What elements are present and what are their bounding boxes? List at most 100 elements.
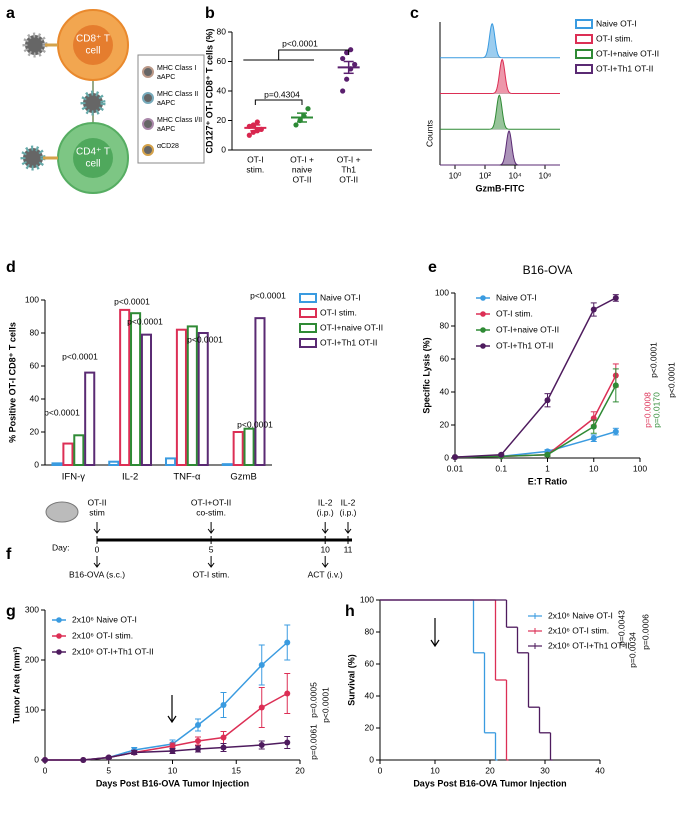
x-tick-label: 0.01 <box>447 463 464 473</box>
arrow <box>93 556 101 568</box>
p-value: p<0.0001 <box>237 419 273 429</box>
y-tick-label: 0 <box>221 144 226 154</box>
data-point <box>544 451 551 458</box>
legend-label: MHC Class I/II <box>157 117 202 124</box>
data-point <box>220 734 227 741</box>
x-tick-label: 1 <box>545 463 550 473</box>
arrow <box>321 522 329 534</box>
bar <box>119 308 131 466</box>
bar <box>221 463 233 466</box>
p-value: p<0.0001 <box>250 290 286 300</box>
legend-label: OT-I+Th1 OT-II <box>596 63 653 73</box>
x-tick-label: 40 <box>595 765 605 775</box>
data-point <box>169 748 176 754</box>
event-label: ACT (i.v.) <box>308 569 343 579</box>
data-point <box>284 639 291 646</box>
y-tick-label: 200 <box>25 654 39 664</box>
y-tick-label: 40 <box>365 690 375 700</box>
data-point <box>452 454 458 461</box>
legend-icon <box>142 66 154 78</box>
data-point <box>612 294 619 301</box>
cell-label: cell <box>85 159 100 170</box>
series-line <box>45 692 288 761</box>
y-tick-label: 0 <box>34 459 39 469</box>
data-point <box>258 704 265 711</box>
data-point <box>590 435 597 442</box>
arrow <box>167 695 177 724</box>
arrow <box>344 522 352 534</box>
y-tick-label: 40 <box>440 386 450 396</box>
p-value: p<0.0001 <box>187 334 223 344</box>
y-tick-label: 300 <box>25 604 39 614</box>
aapc <box>22 32 48 58</box>
panel-label: d <box>6 259 16 276</box>
data-point <box>220 702 227 708</box>
x-tick-label: IL-2 <box>122 472 138 483</box>
p-value: p=0.0170 <box>651 392 661 428</box>
legend-swatch <box>299 308 317 318</box>
data-point <box>352 61 358 68</box>
y-tick-label: 0 <box>369 754 374 764</box>
legend-swatch <box>56 633 62 639</box>
data-point <box>544 397 551 404</box>
p-value: p=0.0005 <box>308 682 318 718</box>
data-point <box>284 690 291 697</box>
x-axis-label: Days Post B16-OVA Tumor Injection <box>96 778 249 788</box>
mouse-icon <box>45 501 79 523</box>
bar <box>140 333 153 466</box>
data-point <box>293 122 299 128</box>
legend-icon <box>142 92 154 104</box>
arrow <box>207 556 215 568</box>
legend-label: OT-I+Th1 OT-II <box>320 337 377 347</box>
p-value: p=0.0034 <box>627 632 637 668</box>
y-axis-label: Tumor Area (mm²) <box>11 646 21 723</box>
p-value: p<0.0001 <box>320 687 330 723</box>
p-value: p=0.0008 <box>642 392 652 428</box>
x-tick-label: TNF-α <box>173 472 201 483</box>
data-point <box>258 742 265 748</box>
legend-label: Naive OT-I <box>496 292 537 302</box>
chart-title: B16-OVA <box>523 263 573 277</box>
y-tick-label: 80 <box>30 327 40 337</box>
day-label: 10 <box>320 544 330 554</box>
legend-label: 2x10⁶ OT-I+Th1 OT-II <box>548 640 630 650</box>
x-tick-label: GzmB <box>230 472 256 483</box>
legend-swatch <box>299 323 317 333</box>
data-point <box>344 50 350 56</box>
panel-label: f <box>6 546 12 563</box>
legend-label: Naive OT-I <box>596 18 637 28</box>
legend-label: 2x10⁶ OT-I+Th1 OT-II <box>72 646 154 656</box>
data-point <box>612 428 619 435</box>
legend-swatch <box>480 343 486 349</box>
bar <box>164 457 177 466</box>
y-tick-label: 40 <box>217 85 227 95</box>
data-point <box>195 746 201 752</box>
p-value: p<0.0001 <box>282 38 318 48</box>
legend-swatch <box>575 49 593 59</box>
y-axis-label: Survival (%) <box>346 654 356 706</box>
x-axis-label: GzmB-FITC <box>476 183 525 193</box>
panel-label: b <box>205 5 215 22</box>
p-value: p=0.0043 <box>616 610 626 646</box>
bracket <box>278 49 350 60</box>
bar <box>175 328 187 467</box>
y-axis-label: Counts <box>424 120 434 147</box>
legend-swatch <box>56 617 62 623</box>
y-tick-label: 60 <box>30 360 40 370</box>
x-tick-label: 10⁰ <box>449 170 462 180</box>
event-label: IL-2 <box>341 497 356 507</box>
x-tick-label: OT-I <box>247 154 264 164</box>
event-label: OT-I stim. <box>193 569 230 579</box>
legend-label: 2x10⁶ OT-I stim. <box>72 630 133 640</box>
day-label: 11 <box>344 544 353 554</box>
x-tick-label: 10² <box>479 170 491 180</box>
data-point <box>195 738 201 744</box>
arrow <box>207 522 215 534</box>
p-value: p<0.0001 <box>666 362 676 398</box>
y-tick-label: 100 <box>360 594 374 604</box>
data-point <box>169 743 176 749</box>
p-value: p<0.0001 <box>648 342 658 378</box>
bracket <box>254 99 303 105</box>
